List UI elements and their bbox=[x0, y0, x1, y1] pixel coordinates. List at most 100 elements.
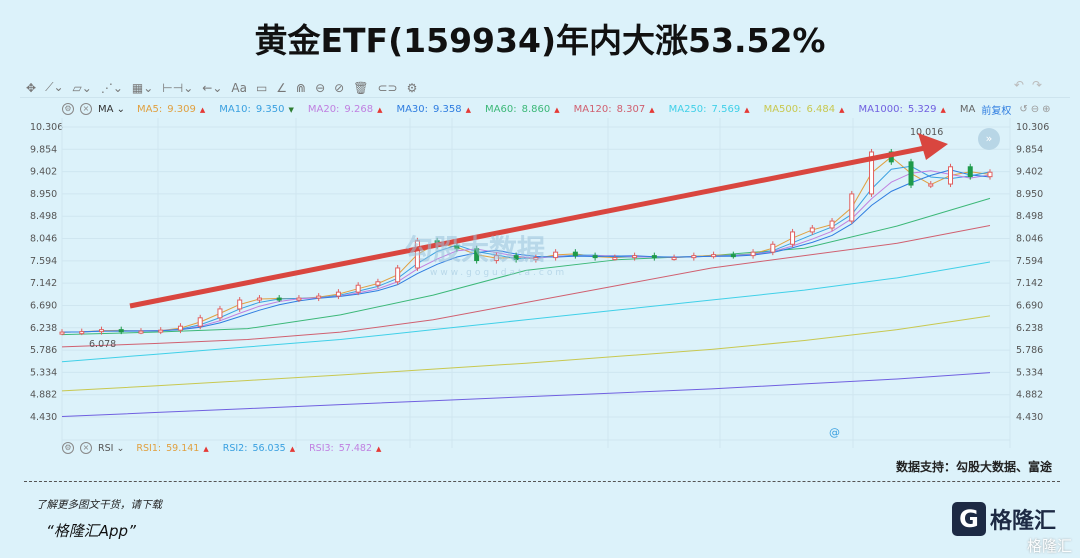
candle bbox=[454, 245, 460, 250]
rsi-legend-item: RSI3: 57.482 ▲ bbox=[309, 443, 381, 454]
settings-icon[interactable]: ⚙ bbox=[62, 442, 74, 454]
y-tick-left: 4.882 bbox=[30, 390, 57, 401]
ma-value: 9.358 bbox=[433, 103, 462, 115]
close-icon[interactable]: × bbox=[80, 442, 92, 454]
at-icon[interactable]: @ bbox=[829, 426, 840, 439]
price-chart[interactable]: 10.306 10.306 9.854 9.854 9.402 9.402 8.950 8.9… bbox=[0, 118, 1080, 448]
measure-icon[interactable]: ▦⌄ bbox=[131, 80, 154, 95]
ma-legend-item: MA500: 6.484 ▲ bbox=[764, 104, 845, 115]
delete-icon[interactable]: 🗑 bbox=[353, 80, 369, 95]
triangle-up-icon: ▲ bbox=[199, 105, 206, 114]
triangle-up-icon: ▲ bbox=[940, 105, 946, 114]
watermark: 勾股大数据 www.gogudata.com bbox=[405, 233, 568, 278]
range-icon[interactable]: ⊢⊣⌄ bbox=[162, 80, 194, 95]
promo-text: 了解更多图文干货，请下载 bbox=[36, 499, 162, 511]
triangle-down-icon: ▼ bbox=[288, 105, 294, 114]
candle bbox=[118, 329, 124, 333]
ma-name: MA500: bbox=[763, 103, 802, 115]
logo-text: 格隆汇 bbox=[989, 509, 1056, 534]
y-tick-left: 6.690 bbox=[30, 300, 57, 311]
ma-name: MA5: bbox=[137, 103, 163, 115]
y-tick-left: 8.498 bbox=[30, 211, 57, 222]
ma-name: MA10: bbox=[219, 103, 251, 115]
compare-icon[interactable]: ⊂⊃ bbox=[377, 80, 398, 95]
arrow-head-icon bbox=[918, 133, 948, 160]
ma30-line bbox=[61, 169, 991, 333]
high-label: 10.016 bbox=[910, 127, 943, 138]
candle bbox=[948, 166, 954, 185]
candle bbox=[533, 257, 539, 261]
hide-icon[interactable]: ⊘ bbox=[334, 80, 345, 95]
ma120-line bbox=[61, 225, 991, 348]
candle bbox=[869, 151, 875, 195]
rsi-name: RSI2: bbox=[222, 442, 248, 454]
undo-icon[interactable]: ↶ bbox=[1013, 78, 1032, 92]
candle bbox=[829, 220, 835, 229]
candle bbox=[474, 248, 480, 262]
ma-name: MA30: bbox=[396, 103, 429, 115]
comment-icon[interactable]: ▭ bbox=[255, 80, 268, 95]
redo-icon[interactable]: ↷ bbox=[1031, 78, 1050, 92]
rsi-select[interactable]: RSI ⌄ bbox=[98, 442, 125, 454]
reset-icon[interactable]: ↺ bbox=[1019, 103, 1028, 115]
settings-icon[interactable]: ⚙ bbox=[406, 80, 418, 95]
rsi-legend-item: RSI1: 59.141 ▲ bbox=[136, 443, 208, 454]
y-tick-left: 4.430 bbox=[30, 412, 57, 423]
rsi-legend-item: RSI2: 56.035 ▲ bbox=[223, 443, 295, 454]
rsi-value: 59.141 bbox=[166, 442, 200, 454]
candle bbox=[237, 299, 243, 310]
zoom-out-icon[interactable]: ⊖ bbox=[1030, 103, 1040, 115]
candle bbox=[612, 257, 618, 261]
indicator-label: MA bbox=[98, 103, 114, 115]
triangle-up-icon: ▲ bbox=[203, 444, 209, 453]
indicator-select[interactable]: MA ⌄ bbox=[98, 103, 126, 115]
ma-name: MA20: bbox=[307, 103, 340, 115]
candle bbox=[967, 166, 973, 178]
candle bbox=[928, 183, 934, 187]
arrow-icon[interactable]: ←⌄ bbox=[202, 80, 223, 95]
magnet-icon[interactable]: ⋒ bbox=[296, 80, 307, 95]
close-icon[interactable]: × bbox=[80, 103, 92, 115]
ma10-line bbox=[61, 165, 991, 333]
y-tick-right: 8.498 bbox=[1016, 211, 1043, 222]
lock-icon[interactable]: ⊖ bbox=[315, 80, 326, 95]
candle bbox=[98, 329, 104, 333]
y-tick-right: 5.786 bbox=[1016, 345, 1043, 356]
triangle-up-icon: ▲ bbox=[465, 105, 472, 114]
line-icon[interactable]: ⟋⌄ bbox=[45, 80, 64, 94]
y-tick-left: 5.334 bbox=[30, 367, 57, 378]
move-icon[interactable]: ✥ bbox=[26, 80, 37, 95]
zoom-in-icon[interactable]: ⊕ bbox=[1042, 103, 1051, 115]
text-tool[interactable]: Aa bbox=[231, 80, 247, 95]
ma-legend-item: MA1000: 5.329 ▲ bbox=[859, 104, 946, 115]
channel-icon[interactable]: ▱⌄ bbox=[72, 80, 92, 95]
y-tick-left: 8.950 bbox=[30, 189, 57, 200]
ma-legend-item: MA10: 9.350 ▼ bbox=[219, 104, 294, 115]
expand-icon[interactable]: » bbox=[978, 128, 1000, 150]
triangle-up-icon: ▲ bbox=[554, 105, 560, 114]
y-tick-right: 7.594 bbox=[1016, 256, 1043, 267]
settings-icon[interactable]: ⚙ bbox=[62, 103, 74, 115]
y-tick-right: 10.306 bbox=[1016, 122, 1049, 133]
ma-legend: ⚙ × MA ⌄ MA5: 9.309 ▲ MA10: 9.350 ▼ MA20: 9.268… bbox=[62, 101, 1072, 117]
adjust-button[interactable]: 前复权 bbox=[981, 105, 1012, 117]
candle bbox=[632, 255, 638, 259]
logo: G 格隆汇 bbox=[951, 502, 1056, 536]
wave-icon[interactable]: ⋰⌄ bbox=[100, 80, 123, 95]
ma-name: MA60: bbox=[485, 103, 517, 115]
ma-name: MA120: bbox=[573, 103, 612, 115]
candle bbox=[395, 267, 401, 283]
candle bbox=[651, 255, 657, 259]
candle bbox=[276, 297, 282, 301]
y-tick-right: 6.690 bbox=[1016, 300, 1043, 311]
triangle-up-icon: ▲ bbox=[377, 105, 383, 114]
candle bbox=[592, 255, 598, 259]
candle bbox=[335, 291, 341, 297]
y-tick-right: 4.430 bbox=[1016, 412, 1043, 423]
triangle-up-icon: ▲ bbox=[376, 444, 382, 453]
candle bbox=[375, 281, 381, 286]
candle bbox=[197, 317, 203, 327]
low-label: 6.078 bbox=[89, 339, 116, 350]
angle-icon[interactable]: ∠ bbox=[276, 80, 288, 95]
ma-value: 9.268 bbox=[344, 103, 374, 115]
